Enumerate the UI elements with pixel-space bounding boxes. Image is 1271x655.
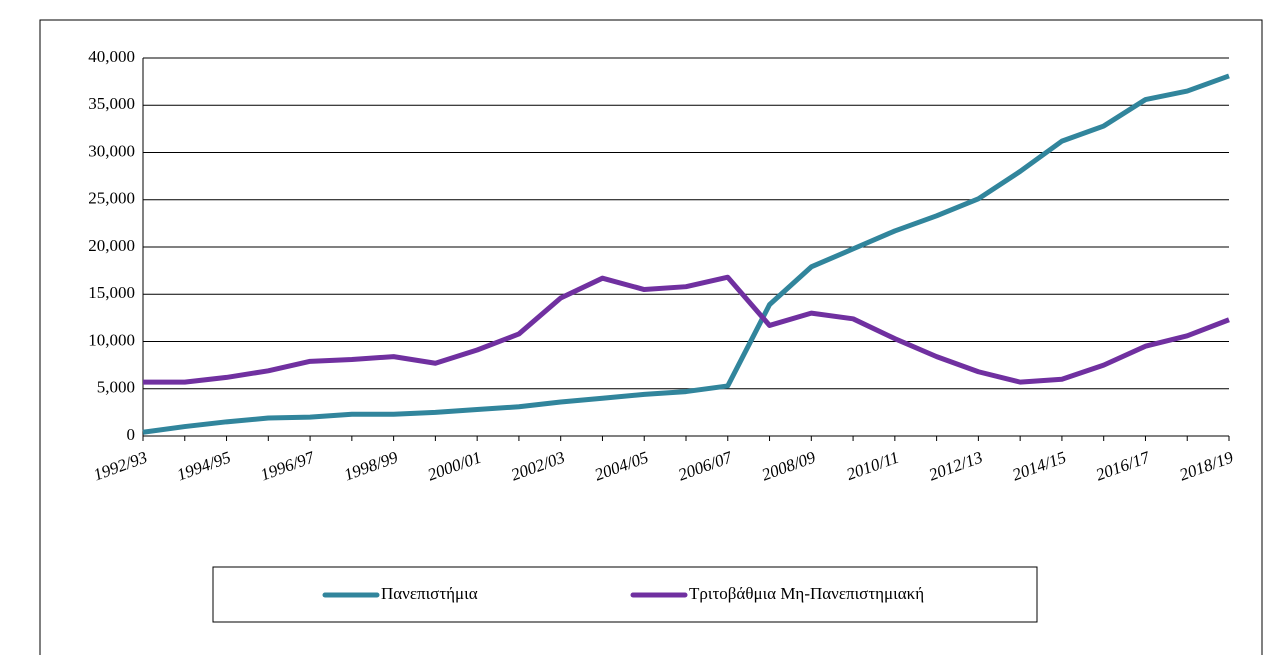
y-tick-label: 5,000 (97, 378, 135, 397)
y-tick-label: 40,000 (88, 47, 135, 66)
x-tick-label: 2016/17 (1093, 447, 1153, 484)
x-tick-label: 2002/03 (509, 448, 568, 485)
x-tick-label: 2010/11 (844, 448, 902, 484)
legend-box (212, 566, 1038, 623)
x-tick-label: 2012/13 (926, 448, 985, 485)
x-tick-label: 2008/09 (759, 447, 818, 484)
y-tick-label: 20,000 (88, 236, 135, 255)
x-tick-label: 2014/15 (1010, 448, 1069, 485)
series-line (143, 274, 1230, 385)
x-tick-label: 2006/07 (676, 447, 736, 484)
x-tick-label: 1992/93 (91, 448, 150, 485)
x-tick-label: 1998/99 (341, 447, 400, 484)
y-tick-label: 35,000 (88, 94, 135, 113)
y-tick-label: 15,000 (88, 283, 135, 302)
x-tick-label: 2018/19 (1177, 447, 1236, 484)
legend-label: Πανεπιστήμια (381, 584, 478, 603)
y-tick-label: 30,000 (88, 141, 135, 160)
x-tick-label: 2004/05 (592, 448, 651, 485)
chart-border (39, 19, 1263, 655)
x-tick-label: 1994/95 (174, 448, 233, 485)
x-tick-label: 2000/01 (425, 448, 484, 485)
legend-label: Τριτοβάθμια Μη-Πανεπιστημιακή (689, 584, 924, 603)
series-line (142, 73, 1230, 435)
x-tick-label: 1996/97 (258, 447, 318, 484)
y-tick-label: 10,000 (88, 330, 135, 349)
y-tick-label: 25,000 (88, 189, 135, 208)
y-tick-label: 0 (127, 425, 136, 444)
